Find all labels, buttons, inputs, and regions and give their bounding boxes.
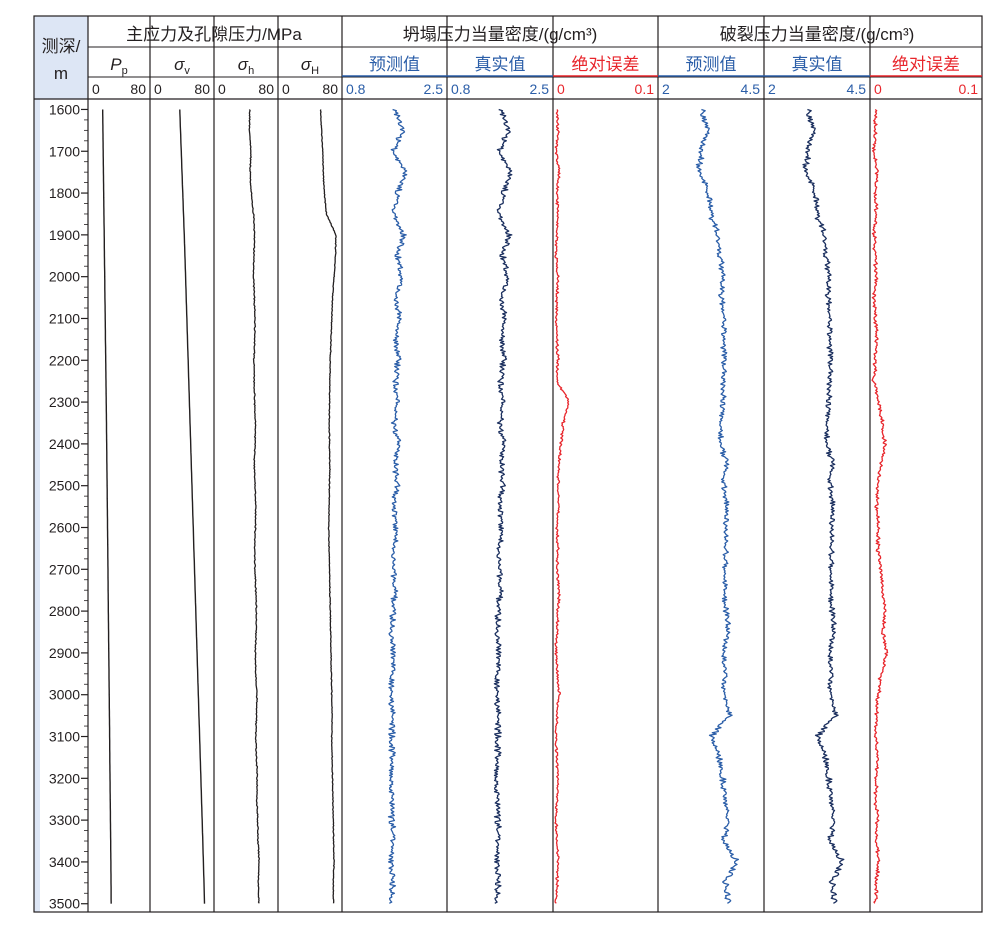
track-max-label: 4.5 (847, 81, 867, 97)
depth-tick-label: 2900 (49, 645, 80, 661)
track-min-label: 2 (662, 81, 670, 97)
track-title-col_pred: 预测值 (369, 55, 420, 74)
track-min-label: 2 (768, 81, 776, 97)
track-max-label: 0.1 (635, 81, 655, 97)
series-line-sh (248, 109, 260, 904)
track-title-symbol: 预测值 (686, 55, 737, 74)
depth-tick-label: 2100 (49, 310, 80, 326)
track-title-symbol: 绝对误差 (892, 55, 960, 74)
track-title-subscript: v (184, 65, 190, 77)
track-min-label: 0.8 (451, 81, 471, 97)
series-line-sH (319, 109, 337, 904)
depth-tick-label: 2800 (49, 603, 80, 619)
collapse-group-title: 坍塌压力当量密度/(g/cm³) (403, 25, 598, 44)
track-min-label: 0 (557, 81, 565, 97)
depth-axis-unit: m (54, 64, 68, 83)
track-title-subscript: p (122, 65, 128, 77)
track-min-label: 0 (92, 81, 100, 97)
fracture-group-title: 破裂压力当量密度/(g/cm³) (720, 25, 915, 44)
track-max-label: 80 (130, 81, 146, 97)
depth-tick-label: 1900 (49, 227, 80, 243)
depth-tick-label: 3200 (49, 770, 80, 786)
track-min-label: 0 (282, 81, 290, 97)
track-title-col_true: 真实值 (475, 55, 526, 74)
depth-tick-label: 1800 (49, 185, 80, 201)
series-line-pp (101, 109, 112, 904)
track-title-fr_pred: 预测值 (686, 55, 737, 74)
depth-tick-label: 3500 (49, 896, 80, 912)
track-title-subscript: H (311, 65, 319, 77)
series-line-col_err (554, 109, 570, 904)
track-title-symbol: σ (301, 55, 312, 74)
depth-tick-label: 2200 (49, 352, 80, 368)
depth-tick-label: 1600 (49, 101, 80, 117)
series-line-fr_pred (695, 108, 740, 904)
track-title-subscript: h (248, 65, 254, 77)
depth-tick-label: 1700 (49, 143, 80, 159)
track-title-symbol: σ (238, 55, 249, 74)
track-min-label: 0 (154, 81, 162, 97)
series-line-fr_true (802, 108, 845, 904)
track-title-fr_true: 真实值 (792, 55, 843, 74)
series-line-col_true (493, 108, 513, 904)
depth-tick-label: 2700 (49, 561, 80, 577)
track-min-label: 0 (218, 81, 226, 97)
depth-tick-label: 3000 (49, 687, 80, 703)
series-line-sv (179, 109, 206, 904)
track-title-fr_err: 绝对误差 (892, 55, 960, 74)
depth-axis: 1600 1700 1800 1900 2000 2100 2200 2300 2400 2500… (49, 98, 88, 912)
depth-axis-title: 测深/ (42, 37, 81, 56)
series-line-fr_err (871, 108, 889, 904)
track-min-label: 0 (874, 81, 882, 97)
track-max-label: 80 (194, 81, 210, 97)
track-title-sv: σv (174, 55, 190, 77)
track-max-label: 4.5 (741, 81, 761, 97)
track-title-sh: σh (238, 55, 254, 77)
track-title-symbol: 真实值 (792, 55, 843, 74)
track-min-label: 0.8 (346, 81, 366, 97)
depth-tick-label: 3400 (49, 854, 80, 870)
track-title-symbol: 真实值 (475, 55, 526, 74)
depth-tick-label: 2000 (49, 269, 80, 285)
track-title-sH: σH (301, 55, 319, 77)
track-title-symbol: P (110, 55, 122, 74)
depth-tick-label: 3100 (49, 729, 80, 745)
track-max-label: 80 (322, 81, 338, 97)
depth-tick-label: 3300 (49, 812, 80, 828)
track-title-symbol: 绝对误差 (572, 55, 640, 74)
depth-tick-label: 2500 (49, 478, 80, 494)
depth-tick-label: 2300 (49, 394, 80, 410)
track-title-symbol: 预测值 (369, 55, 420, 74)
track-title-symbol: σ (174, 55, 185, 74)
track-max-label: 2.5 (530, 81, 550, 97)
track-title-col_err: 绝对误差 (572, 55, 640, 74)
track-max-label: 80 (258, 81, 274, 97)
depth-tick-label: 2600 (49, 519, 80, 535)
track-title-pp: Pp (110, 55, 127, 77)
chart-frame (33, 15, 983, 913)
depth-tick-label: 2400 (49, 436, 80, 452)
stress-group-title: 主应力及孔隙压力/MPa (126, 25, 302, 44)
series-line-col_pred (387, 108, 408, 904)
depth-scale-area (40, 99, 88, 912)
track-max-label: 2.5 (424, 81, 444, 97)
track-max-label: 0.1 (959, 81, 979, 97)
